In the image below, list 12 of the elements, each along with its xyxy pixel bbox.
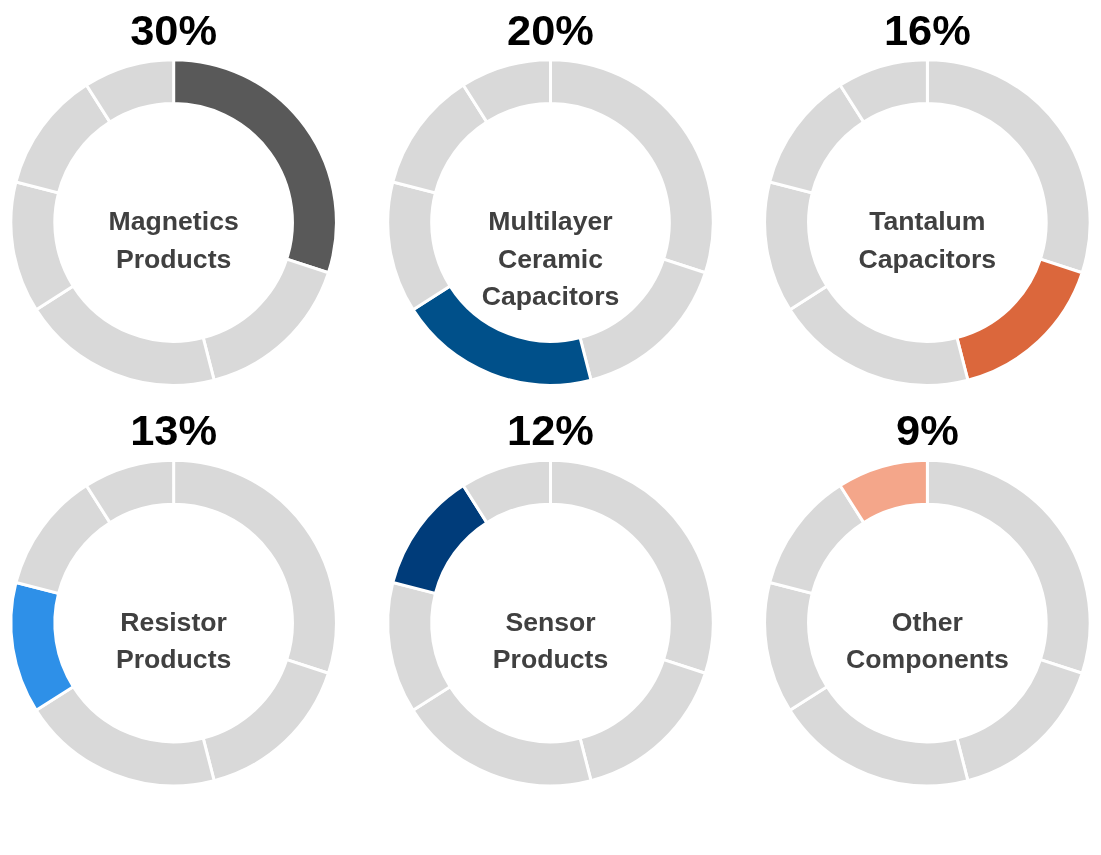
text: Tantalum Capacitors bbox=[858, 206, 997, 274]
chart-title: 20% bbox=[507, 5, 594, 54]
text: Sensor Products bbox=[492, 606, 609, 675]
chart-title: 16% bbox=[883, 5, 971, 54]
chart-title: 13% bbox=[130, 406, 218, 455]
text: Resistor Products bbox=[115, 606, 232, 675]
chart-title: 12% bbox=[507, 406, 594, 455]
text: Multilayer Ceramic Capacitors bbox=[481, 206, 620, 312]
text: Other Components bbox=[846, 606, 1009, 675]
chart-title: 30% bbox=[130, 5, 218, 54]
chart-title: 9% bbox=[896, 406, 959, 455]
text: Magnetics Products bbox=[108, 206, 239, 274]
